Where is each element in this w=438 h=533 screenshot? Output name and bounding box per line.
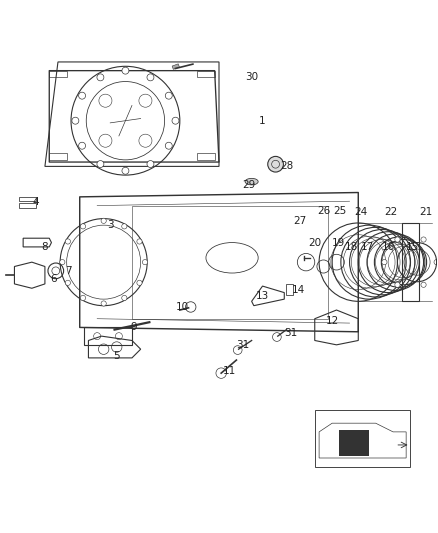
Bar xyxy=(49,154,67,160)
Circle shape xyxy=(147,74,154,81)
Circle shape xyxy=(382,260,387,265)
Circle shape xyxy=(78,92,85,99)
Circle shape xyxy=(60,260,65,265)
Circle shape xyxy=(421,282,426,287)
Text: 26: 26 xyxy=(317,206,330,216)
Bar xyxy=(197,154,215,160)
Circle shape xyxy=(395,282,400,287)
Text: 9: 9 xyxy=(131,321,138,332)
Text: 1: 1 xyxy=(259,116,266,126)
Text: 24: 24 xyxy=(354,207,367,217)
Ellipse shape xyxy=(245,179,258,185)
Text: 20: 20 xyxy=(308,238,321,247)
Text: 12: 12 xyxy=(325,316,339,326)
Text: 10: 10 xyxy=(176,302,189,312)
Circle shape xyxy=(165,92,172,99)
Text: 4: 4 xyxy=(33,197,39,207)
Circle shape xyxy=(165,142,172,149)
Circle shape xyxy=(434,260,438,265)
Circle shape xyxy=(65,280,71,286)
Text: 22: 22 xyxy=(384,207,398,217)
Circle shape xyxy=(81,224,85,229)
Text: 17: 17 xyxy=(360,242,374,252)
Text: 14: 14 xyxy=(292,285,305,295)
Bar xyxy=(49,71,67,77)
Text: 18: 18 xyxy=(345,242,358,252)
Text: 5: 5 xyxy=(113,351,120,361)
Circle shape xyxy=(81,295,85,301)
Circle shape xyxy=(101,301,106,306)
Bar xyxy=(172,64,180,69)
Text: 6: 6 xyxy=(50,273,57,284)
Bar xyxy=(315,410,410,467)
Text: 25: 25 xyxy=(333,206,346,216)
Circle shape xyxy=(137,280,142,286)
Circle shape xyxy=(78,142,85,149)
Text: 31: 31 xyxy=(284,328,297,337)
Circle shape xyxy=(65,239,71,244)
Circle shape xyxy=(122,224,127,229)
Bar xyxy=(286,284,293,295)
Circle shape xyxy=(101,218,106,223)
Circle shape xyxy=(395,237,400,242)
Circle shape xyxy=(147,160,154,167)
Circle shape xyxy=(122,67,129,74)
Circle shape xyxy=(72,117,79,124)
Circle shape xyxy=(97,160,104,167)
Circle shape xyxy=(172,117,179,124)
Circle shape xyxy=(142,260,148,265)
Circle shape xyxy=(122,295,127,301)
Text: 28: 28 xyxy=(280,160,293,171)
Circle shape xyxy=(97,74,104,81)
Bar xyxy=(197,71,215,77)
Text: 29: 29 xyxy=(242,180,255,190)
Circle shape xyxy=(122,167,129,174)
Bar xyxy=(19,204,36,208)
Circle shape xyxy=(268,156,283,172)
Text: 7: 7 xyxy=(66,266,72,276)
Text: 8: 8 xyxy=(42,242,48,252)
Circle shape xyxy=(421,237,426,242)
Text: 19: 19 xyxy=(332,238,345,247)
Text: 13: 13 xyxy=(256,291,269,301)
Circle shape xyxy=(94,333,101,340)
Text: 31: 31 xyxy=(237,340,250,350)
Text: 11: 11 xyxy=(223,366,237,376)
Text: 21: 21 xyxy=(419,207,432,217)
Text: 27: 27 xyxy=(293,216,306,226)
Text: 16: 16 xyxy=(382,242,396,252)
Bar xyxy=(19,197,36,201)
Circle shape xyxy=(116,333,122,340)
Text: 30: 30 xyxy=(245,72,258,82)
Text: 15: 15 xyxy=(406,242,419,252)
Text: 3: 3 xyxy=(107,220,113,230)
Circle shape xyxy=(137,239,142,244)
Bar xyxy=(339,430,369,456)
